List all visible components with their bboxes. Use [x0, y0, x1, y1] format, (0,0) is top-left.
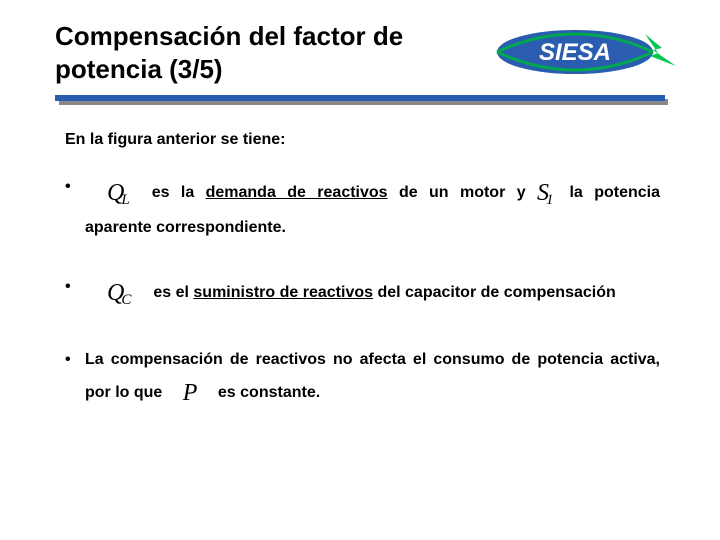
divider-rule — [55, 95, 665, 101]
math-P: P — [183, 380, 198, 406]
bullet-2: QCes el suministro de reactivos del capa… — [65, 273, 660, 314]
slide-title: Compensación del factor de potencia (3/5… — [55, 20, 435, 85]
bullet-3: La compensación de reactivos no afecta e… — [65, 346, 660, 414]
bullet-1: QLes la demanda de reactivos de un motor… — [65, 173, 660, 241]
bullet-list: QLes la demanda de reactivos de un motor… — [65, 173, 660, 414]
logo-text: SIESA — [539, 39, 611, 66]
intro-text: En la figura anterior se tiene: — [65, 131, 660, 149]
siesa-logo: SIESA — [490, 22, 680, 87]
